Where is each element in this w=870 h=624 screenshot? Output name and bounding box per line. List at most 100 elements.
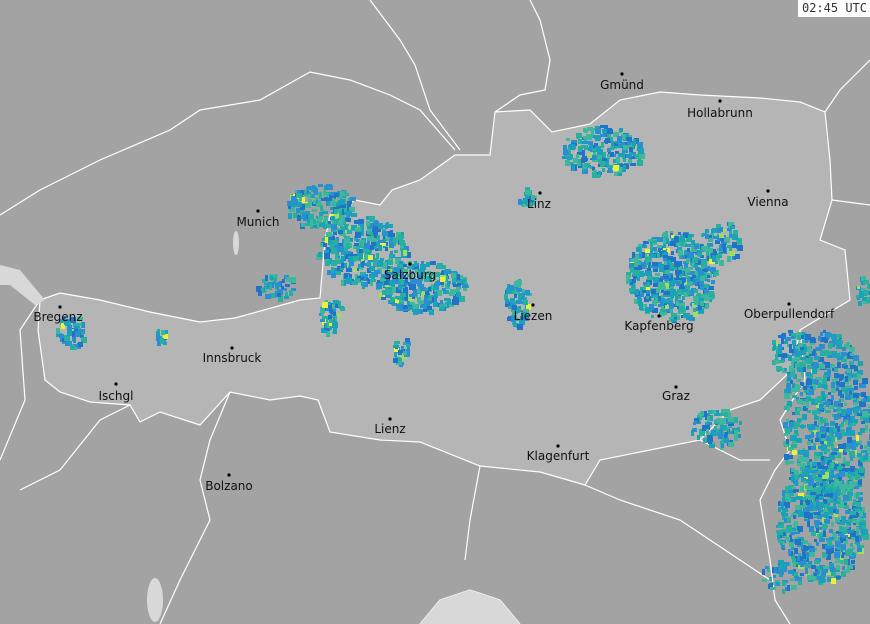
radar-cell <box>795 505 801 510</box>
radar-cell <box>328 315 332 320</box>
radar-cell <box>426 262 430 267</box>
radar-cell <box>652 240 657 243</box>
radar-cell <box>819 533 823 536</box>
radar-cell <box>593 135 596 138</box>
radar-cell <box>518 285 521 288</box>
radar-cell <box>56 328 60 334</box>
radar-cell <box>849 516 853 519</box>
radar-cell <box>514 294 517 298</box>
radar-cell <box>160 338 164 344</box>
radar-cell <box>817 527 822 530</box>
radar-cell <box>333 205 338 208</box>
radar-cell <box>334 209 338 214</box>
radar-cell <box>716 224 721 228</box>
radar-cell <box>509 285 515 291</box>
radar-cell <box>823 472 829 478</box>
radar-cell <box>705 422 709 426</box>
radar-cell <box>700 411 705 416</box>
radar-cell <box>822 569 828 573</box>
radar-cell <box>462 284 467 288</box>
radar-cell <box>330 244 334 249</box>
radar-cell <box>331 239 337 245</box>
radar-cell <box>805 435 811 439</box>
radar-cell <box>318 200 321 206</box>
radar-cell <box>851 537 855 540</box>
radar-cell <box>664 276 669 279</box>
radar-cell <box>388 224 393 228</box>
radar-cell <box>720 441 724 444</box>
radar-cell <box>342 239 345 243</box>
radar-cell <box>817 514 822 519</box>
radar-cell <box>824 350 829 356</box>
radar-cell <box>331 248 337 254</box>
radar-cell <box>586 134 592 140</box>
radar-cell <box>858 301 862 306</box>
radar-cell <box>447 298 450 302</box>
radar-cell <box>67 325 72 331</box>
radar-cell <box>516 288 522 292</box>
radar-cell <box>631 259 636 262</box>
city-hollabrunn: Hollabrunn <box>687 99 753 120</box>
radar-cell <box>368 255 373 260</box>
radar-cell <box>523 201 528 206</box>
radar-cell <box>857 370 863 374</box>
radar-cell <box>642 265 645 269</box>
radar-cell <box>789 332 792 336</box>
radar-cell <box>797 419 801 423</box>
radar-cell <box>671 319 677 322</box>
radar-cell <box>402 308 407 311</box>
radar-cell <box>853 522 856 525</box>
city-salzburg: Salzburg <box>384 262 436 282</box>
radar-cell <box>577 163 581 166</box>
radar-cell <box>820 332 823 336</box>
radar-cell <box>665 238 669 244</box>
radar-cell <box>698 305 702 310</box>
svg-text:Vienna: Vienna <box>747 195 788 209</box>
radar-cell <box>664 265 669 270</box>
radar-cell <box>637 142 643 148</box>
radar-cell <box>337 196 343 199</box>
radar-cell <box>418 284 424 287</box>
radar-cell <box>818 336 821 341</box>
radar-cell <box>785 458 788 463</box>
radar-cell <box>837 362 841 368</box>
radar-cell <box>797 408 803 411</box>
radar-cell <box>512 309 516 315</box>
radar-cell <box>793 349 798 355</box>
radar-cell <box>806 379 812 385</box>
radar-cell <box>582 141 588 144</box>
radar-cell <box>818 446 822 449</box>
radar-cell <box>717 228 721 233</box>
radar-cell <box>664 299 669 303</box>
radar-cell <box>734 254 740 259</box>
radar-cell <box>837 478 842 483</box>
radar-cell <box>827 441 830 447</box>
radar-cell <box>838 533 844 536</box>
radar-cell <box>688 234 694 237</box>
radar-cell <box>808 446 812 450</box>
radar-cell <box>798 474 802 477</box>
radar-cell <box>445 269 451 274</box>
radar-cell <box>370 223 373 229</box>
radar-cell <box>708 286 714 290</box>
radar-cell <box>505 299 509 304</box>
radar-cell <box>835 517 840 522</box>
radar-cell <box>366 221 370 226</box>
radar-cell <box>367 229 371 234</box>
radar-cell <box>729 251 735 256</box>
radar-cell <box>785 537 790 541</box>
radar-cell <box>831 334 834 339</box>
radar-cell <box>832 448 838 451</box>
city-graz: Graz <box>662 385 690 403</box>
radar-cell <box>822 524 827 529</box>
radar-cell <box>857 413 862 416</box>
radar-cell <box>803 364 806 369</box>
radar-cell <box>784 454 789 460</box>
radar-cell <box>834 401 838 407</box>
radar-cell <box>519 293 523 298</box>
radar-cell <box>518 306 521 312</box>
radar-cell <box>841 480 844 484</box>
radar-cell <box>399 240 405 245</box>
radar-cell <box>834 414 838 420</box>
